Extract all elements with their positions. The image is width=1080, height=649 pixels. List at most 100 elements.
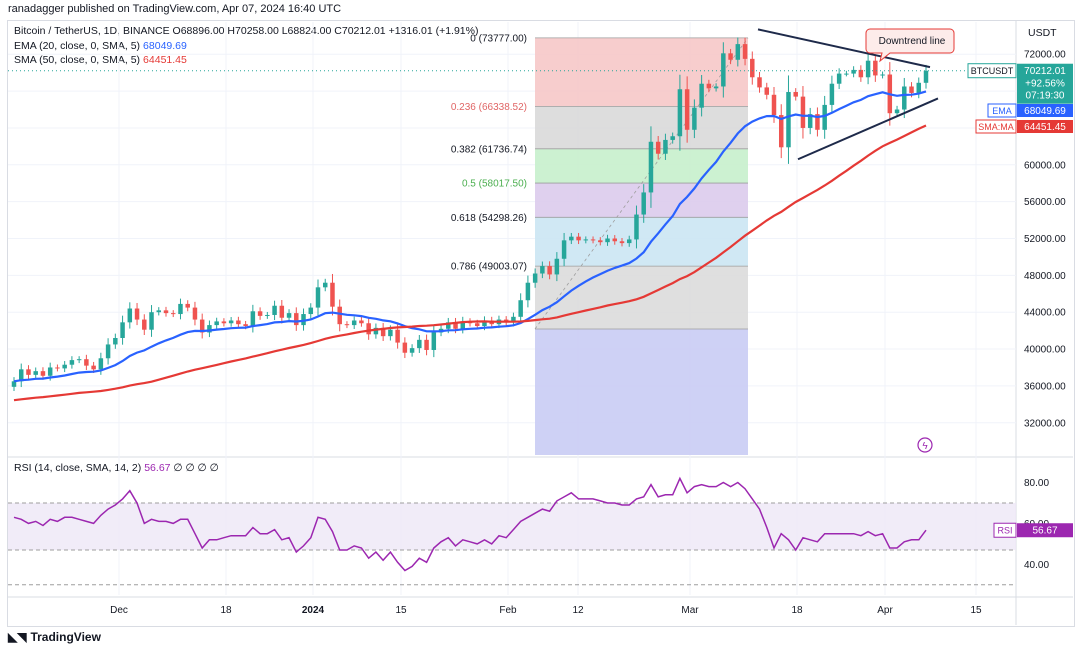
candle-body	[655, 141, 661, 154]
btc-tag: BTCUSDT	[971, 66, 1014, 76]
price-tick-label: 32000.00	[1024, 418, 1066, 429]
candle-body	[84, 359, 89, 366]
symbol-legend: Bitcoin / TetherUS, 1D, BINANCE O68896.0…	[14, 25, 478, 37]
symbol-title[interactable]: Bitcoin / TetherUS, 1D, BINANCE	[14, 25, 170, 37]
downtrend-callout-bubble	[865, 28, 955, 63]
candle-body	[829, 83, 835, 105]
candle-body	[670, 136, 675, 140]
tv-brand: TradingView	[30, 630, 101, 644]
candle-body	[120, 322, 125, 338]
candle-body	[916, 82, 922, 93]
rsi-legend-label: RSI (14, close, SMA, 14, 2)	[14, 462, 142, 474]
sma-tag-box	[975, 119, 1017, 134]
tv-logo-icon: ◣◥	[8, 630, 27, 644]
candle-body	[692, 107, 697, 130]
rsi-legend-value: 56.67	[144, 462, 171, 474]
candle-body	[576, 236, 581, 241]
candle-body	[373, 327, 379, 335]
rsi-line	[13, 476, 927, 572]
rsi-tag: RSI	[997, 526, 1012, 536]
time-tick-label: 15	[395, 605, 407, 616]
btc-tag-box	[967, 63, 1017, 79]
time-tick-label: 12	[572, 605, 584, 616]
candle-body	[786, 92, 791, 148]
fib-zone	[535, 148, 748, 184]
fib-zone	[535, 106, 748, 149]
time-tick-label: Mar	[681, 605, 699, 616]
candle-body	[286, 313, 292, 318]
uptrend-support-line	[797, 97, 939, 161]
sma-price-box	[1017, 120, 1073, 133]
candle-body	[742, 44, 748, 59]
downtrend-line	[757, 28, 931, 69]
candle-body	[76, 359, 82, 361]
sma-line	[13, 124, 927, 402]
candle-body	[460, 321, 466, 329]
candle-body	[547, 266, 552, 275]
sma-legend[interactable]: SMA (50, close, 0, SMA, 5) 64451.45	[14, 54, 187, 66]
candle-body	[750, 58, 755, 78]
candle-body	[315, 287, 321, 308]
candle-body	[142, 319, 147, 330]
candle-body	[865, 60, 871, 78]
candle-body	[40, 371, 46, 376]
publisher-line: ranadagger published on TradingView.com,…	[8, 3, 342, 15]
candle-body	[279, 305, 285, 318]
candle-body	[699, 83, 704, 108]
ema-tag: EMA	[992, 106, 1012, 116]
candle-body	[728, 53, 733, 60]
candle-body	[409, 348, 415, 353]
candle-body	[149, 312, 154, 330]
candle-body	[178, 303, 183, 315]
candle-body	[431, 332, 437, 350]
fib-level-label: 0.786 (49003.07)	[451, 262, 527, 273]
candle-body	[395, 329, 400, 343]
candle-body	[192, 307, 198, 320]
candle-body	[26, 369, 31, 375]
candle-body	[836, 73, 842, 84]
candle-body	[69, 360, 75, 365]
price-tick-label: 52000.00	[1024, 234, 1066, 245]
candle-body	[511, 316, 516, 323]
rsi-value-box	[1017, 523, 1073, 538]
fib-level-label: 0.618 (54298.26)	[451, 213, 527, 224]
fib-level-label: 0.382 (61736.74)	[451, 144, 527, 155]
rsi-legend[interactable]: RSI (14, close, SMA, 14, 2) 56.67 ∅ ∅ ∅ ∅	[14, 462, 219, 474]
event-icon	[917, 437, 933, 453]
candle-body	[105, 344, 111, 359]
currency-label[interactable]: USDT	[1028, 27, 1057, 39]
price-tick-label: 48000.00	[1024, 271, 1066, 282]
candle-body	[815, 114, 820, 130]
event-icon-glyph: ϟ	[922, 441, 928, 452]
candle-body	[807, 114, 813, 128]
candle-body	[170, 313, 176, 315]
candle-body	[163, 310, 169, 314]
candle-body	[294, 313, 299, 326]
time-tick-label: 18	[220, 605, 232, 616]
candle-body	[583, 239, 589, 241]
candle-body	[540, 266, 545, 274]
ohlc-values: O68896.00 H70258.00 L68824.00 C70212.01 …	[172, 25, 479, 37]
candle-body	[677, 89, 683, 137]
candle-body	[909, 86, 914, 93]
rsi-value: 56.67	[1032, 526, 1057, 537]
candle-body	[569, 236, 574, 241]
candle-body	[156, 310, 162, 313]
price-tick-label: 72000.00	[1024, 50, 1066, 61]
candle-body	[236, 320, 241, 325]
candle-body	[330, 282, 335, 307]
candle-body	[250, 311, 256, 327]
candle-body	[684, 89, 690, 130]
candle-body	[735, 44, 741, 60]
ema-line	[13, 90, 927, 383]
candle-body	[214, 321, 219, 326]
ema-legend[interactable]: EMA (20, close, 0, SMA, 5) 68049.69	[14, 40, 187, 52]
time-tick-label: Dec	[110, 605, 128, 616]
candle-body	[359, 320, 364, 324]
candle-body	[366, 323, 371, 335]
candle-body	[858, 69, 864, 78]
candle-body	[424, 339, 429, 350]
sma-legend-value: 64451.45	[143, 54, 187, 66]
sma-legend-label: SMA (50, close, 0, SMA, 5)	[14, 54, 141, 66]
